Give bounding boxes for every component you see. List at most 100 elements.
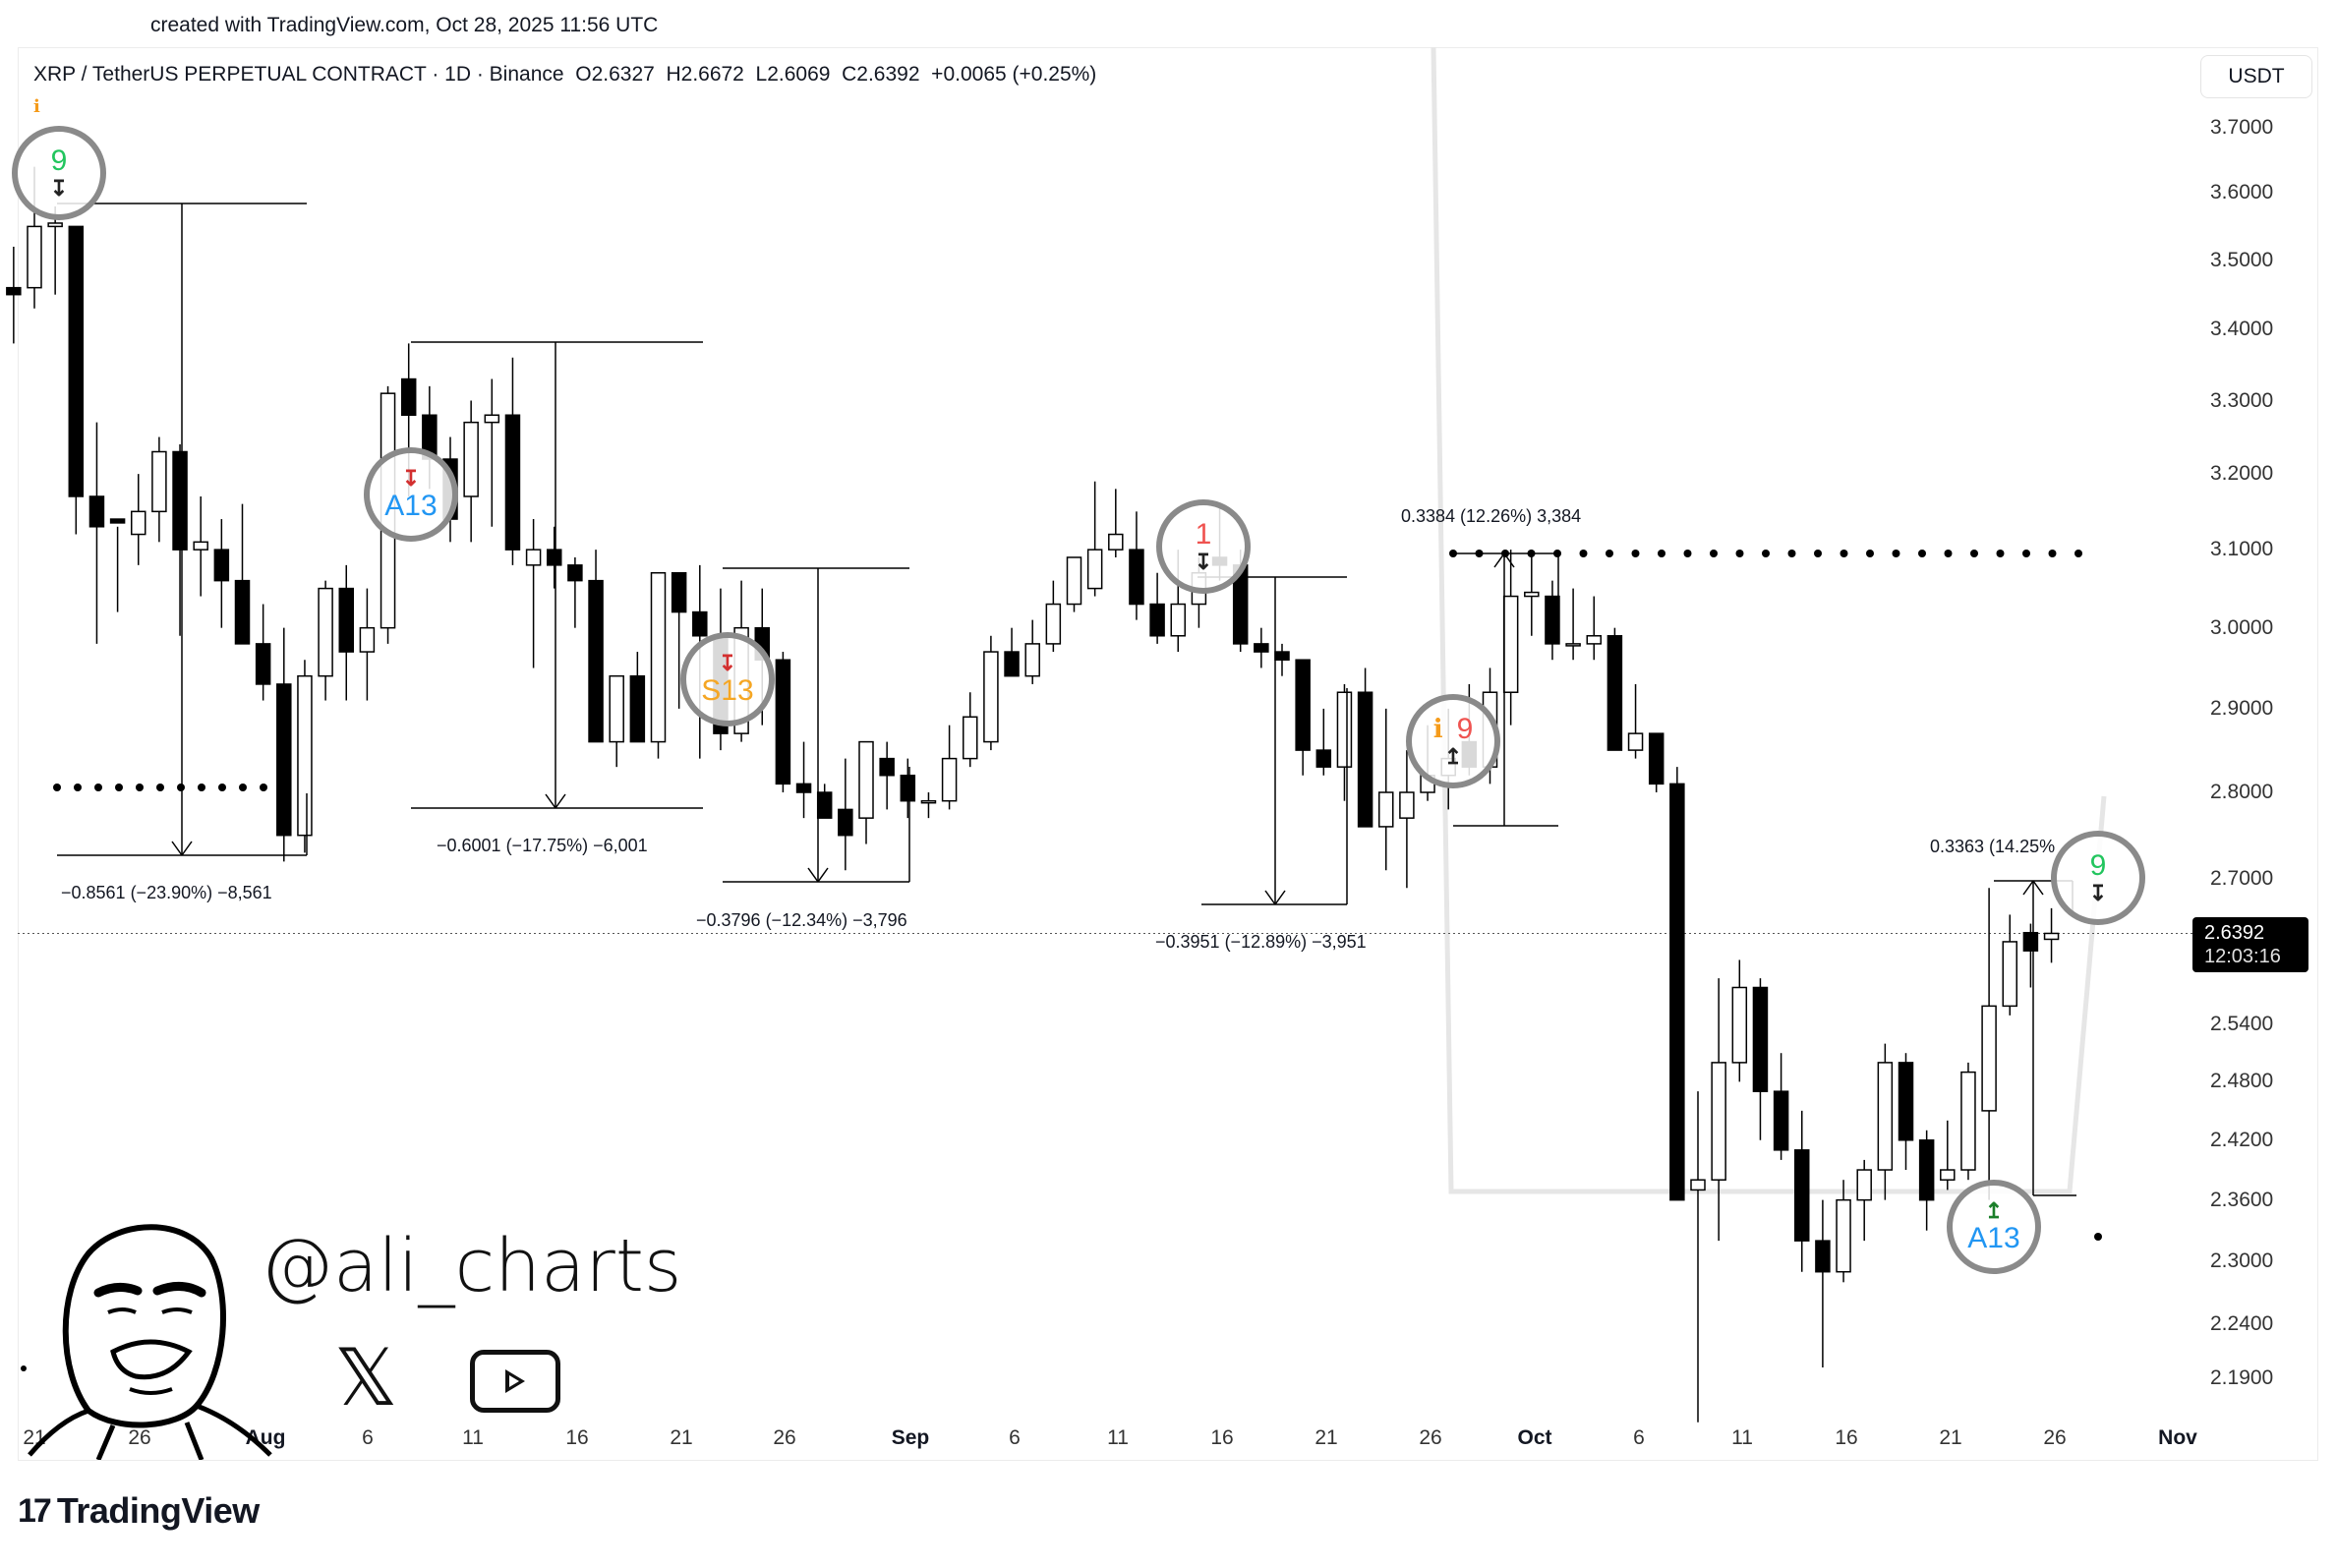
tradingview-wordmark: TradingView	[56, 1490, 260, 1531]
x-twitter-icon[interactable]: 𝕏	[334, 1332, 398, 1423]
candle	[816, 791, 833, 819]
signal-count: 9	[50, 145, 68, 177]
candle	[463, 421, 479, 497]
candle	[1940, 1169, 1956, 1181]
candle	[47, 222, 63, 228]
price-tick: 2.5400	[2210, 1013, 2274, 1036]
time-tick: Sep	[891, 1426, 930, 1449]
candle	[941, 757, 958, 802]
candle	[1399, 791, 1415, 819]
candle	[1024, 643, 1040, 677]
candle	[2002, 941, 2017, 1008]
candle	[2022, 931, 2039, 952]
candle	[1502, 595, 1519, 693]
info-icon[interactable]: i	[1432, 715, 1443, 744]
candle	[900, 775, 916, 802]
candle	[1773, 1090, 1789, 1151]
symbol-title[interactable]: XRP / TetherUS PERPETUAL CONTRACT · 1D ·…	[33, 63, 564, 86]
current-price-tag: 2.6392 12:03:16	[2192, 917, 2308, 972]
candle	[775, 659, 791, 785]
price-tick: 2.4800	[2210, 1070, 2274, 1093]
price-tick: 3.3000	[2210, 388, 2274, 412]
tradingview-logo[interactable]: 17 TradingView	[18, 1490, 260, 1532]
candle	[1295, 659, 1311, 751]
candle	[1336, 691, 1353, 768]
signal-marker[interactable]: i 9 ↥	[1406, 694, 1500, 788]
candle	[2043, 932, 2060, 941]
price-tick: 3.6000	[2210, 181, 2274, 204]
price-tick: 2.3600	[2210, 1188, 2274, 1211]
measurement-label: −0.3796 (−12.34%) −3,796	[696, 910, 907, 930]
candle	[1794, 1149, 1810, 1242]
candle	[1254, 643, 1269, 653]
candle	[6, 286, 22, 296]
candle	[1586, 635, 1602, 645]
candle	[1877, 1062, 1894, 1171]
candle	[692, 610, 708, 637]
price-tick: 2.7000	[2210, 867, 2274, 891]
candle	[1524, 591, 1540, 598]
candle	[838, 808, 853, 837]
signal-marker[interactable]: 9 ↧	[2051, 831, 2145, 925]
currency-button[interactable]: USDT	[2200, 55, 2312, 98]
time-tick: 16	[1210, 1426, 1234, 1449]
price-tick: 2.8000	[2210, 781, 2274, 803]
youtube-icon[interactable]	[470, 1350, 560, 1413]
time-tick: 6	[1633, 1426, 1645, 1449]
time-tick: 11	[462, 1426, 484, 1449]
candle	[963, 716, 978, 760]
info-icon[interactable]: i	[33, 96, 40, 117]
signal-marker[interactable]: ↧ A13	[364, 447, 458, 542]
candle	[68, 225, 85, 497]
signal-count: 9	[1456, 713, 1474, 745]
price-tick: 2.1900	[2210, 1366, 2274, 1389]
candle	[1815, 1240, 1831, 1273]
candle	[1108, 533, 1124, 551]
candle	[567, 564, 583, 582]
signal-marker[interactable]: 9 ↧	[12, 126, 106, 220]
signal-label: S13	[701, 674, 754, 707]
candle	[1086, 549, 1103, 590]
candle	[1731, 986, 1748, 1064]
price-tick: 2.3000	[2210, 1249, 2274, 1273]
candle	[1357, 691, 1373, 828]
candle	[879, 757, 895, 777]
candle	[255, 643, 271, 685]
candle	[650, 571, 667, 743]
ohlc-values: O2.6327 H2.6672 L2.6069 C2.6392 +0.0065 …	[575, 63, 1097, 86]
time-tick: 11	[1731, 1426, 1753, 1449]
candle	[504, 414, 521, 551]
candle	[1545, 595, 1560, 645]
candle	[1274, 651, 1290, 661]
candle	[1565, 643, 1581, 647]
measurement-label: −0.3951 (−12.89%) −3,951	[1155, 932, 1367, 952]
time-tick: Oct	[1517, 1426, 1552, 1449]
time-tick: 26	[2043, 1426, 2067, 1449]
avatar-illustration	[28, 1224, 272, 1460]
symbol-legend[interactable]: XRP / TetherUS PERPETUAL CONTRACT · 1D ·…	[33, 63, 1096, 87]
candle	[359, 626, 376, 653]
time-tick: 21	[670, 1426, 693, 1449]
time-tick: 6	[1009, 1426, 1021, 1449]
candle	[1378, 791, 1394, 828]
price-tick: 2.2400	[2210, 1312, 2274, 1336]
measurement-label: 0.3384 (12.26%) 3,384	[1401, 506, 1582, 526]
signal-marker[interactable]: ↧ S13	[680, 632, 775, 726]
arrow-down-icon: ↧	[718, 651, 737, 675]
time-tick: 21	[1939, 1426, 1962, 1449]
measurement-label: 0.3363 (14.25%	[1930, 837, 2056, 856]
candle	[795, 783, 812, 793]
author-handle: @ali_charts	[261, 1224, 682, 1308]
price-tick: 3.5000	[2210, 248, 2274, 271]
signal-count: 1	[1195, 518, 1212, 551]
signal-marker[interactable]: 1 ↧	[1156, 499, 1251, 594]
arrow-up-icon: ↥	[1443, 744, 1463, 769]
candle	[400, 377, 417, 416]
signal-label: A13	[1967, 1222, 2020, 1254]
candle	[1960, 1071, 1976, 1171]
current-price: 2.6392	[2204, 922, 2265, 944]
arrow-down-icon: ↧	[401, 466, 421, 491]
candle	[172, 450, 188, 551]
signal-marker[interactable]: ↥ A13	[1947, 1180, 2041, 1274]
